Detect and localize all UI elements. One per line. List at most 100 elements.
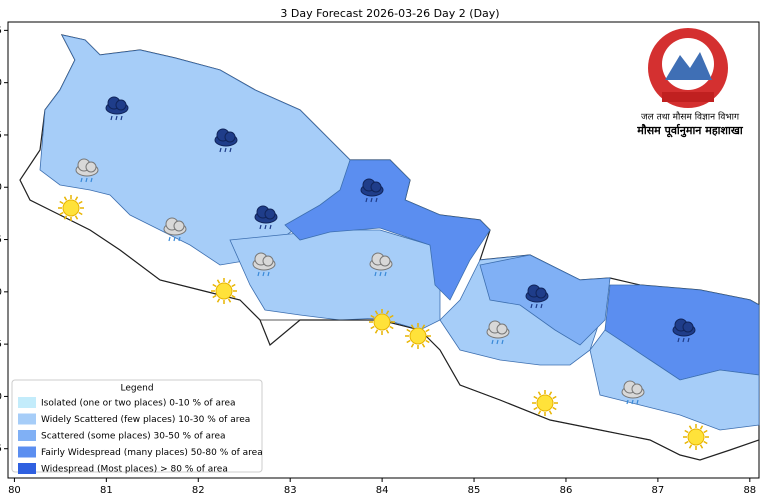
x-tick-label: 84 (376, 485, 389, 496)
x-tick-label: 83 (284, 485, 297, 496)
sun-ray (684, 429, 689, 434)
x-tick-label: 80 (8, 485, 21, 496)
cloud (682, 321, 694, 333)
legend-label: Widespread (Most places) > 80 % of area (41, 465, 228, 475)
y-tick-label: 26.5 (0, 444, 2, 455)
cloud (224, 131, 236, 143)
legend-label: Fairly Widespread (many places) 50-80 % … (41, 448, 263, 458)
rain (110, 115, 113, 121)
rain (90, 177, 93, 183)
sun-ray (227, 298, 232, 303)
sun-ray (552, 395, 557, 400)
sun-ray (63, 215, 68, 220)
legend-label: Widely Scattered (few places) 10-30 % of… (41, 415, 250, 425)
sun-ray (370, 314, 375, 319)
cloud (370, 181, 382, 193)
sun-ray (59, 211, 64, 216)
y-tick-label: 30.0 (0, 78, 2, 89)
legend: Legend Isolated (one or two places) 0-10… (11, 379, 263, 475)
y-tick-label: 27.5 (0, 339, 2, 350)
sun-ray (63, 196, 68, 201)
sun-ray (370, 325, 375, 330)
logo-line: मौसम पूर्वानुमान महाशाखा (636, 123, 744, 138)
district-borders (59, 214, 681, 456)
rain (491, 339, 494, 345)
sun-ray (389, 314, 394, 319)
y-tick-label: 29.0 (0, 182, 2, 193)
cloud (115, 99, 127, 111)
rain (80, 177, 83, 183)
rain (682, 337, 685, 343)
sun-ray (548, 410, 553, 415)
logo-mountain (665, 52, 712, 80)
sun-ray (385, 329, 390, 334)
x-tick-label: 86 (560, 485, 573, 496)
sun-ray (703, 440, 708, 445)
sun-ray (684, 440, 689, 445)
sun (62, 199, 80, 217)
x-tick-label: 87 (652, 485, 665, 496)
sun-ray (699, 425, 704, 430)
sun-ray (406, 328, 411, 333)
sun (687, 428, 705, 446)
rain (262, 271, 265, 277)
rain (540, 303, 543, 309)
rain (224, 147, 227, 153)
sun-ray (231, 294, 236, 299)
sun-ray (385, 310, 390, 315)
sun-ray (699, 444, 704, 449)
rain (229, 147, 232, 153)
sun-ray (74, 196, 79, 201)
sun-ray (688, 444, 693, 449)
rain (375, 197, 378, 203)
sun-ray (548, 391, 553, 396)
sun-ray (537, 410, 542, 415)
rain (496, 339, 499, 345)
rain (631, 399, 634, 405)
rain (85, 177, 88, 183)
cloud (535, 287, 547, 299)
legend-title: Legend (120, 384, 153, 394)
legend-swatch (18, 413, 36, 425)
sun-ray (421, 343, 426, 348)
rain (168, 236, 171, 242)
rain (626, 399, 629, 405)
logo: जल तथा मौसम विज्ञान विभाग मौसम पूर्वानुम… (636, 28, 744, 138)
logo-line: जल तथा मौसम विज्ञान विभाग (641, 111, 740, 123)
y-tick-label: 28.0 (0, 287, 2, 298)
legend-swatch (18, 463, 36, 474)
rain (173, 236, 176, 242)
sun-ray (410, 324, 415, 329)
rain (677, 337, 680, 343)
rain (259, 224, 262, 230)
sun-ray (227, 279, 232, 284)
rain (374, 271, 377, 277)
x-tick-label: 85 (468, 485, 481, 496)
x-tick-label: 81 (100, 485, 113, 496)
sun-ray (421, 324, 426, 329)
title: 3 Day Forecast 2026-03-26 Day 2 (Day) (280, 7, 499, 20)
sun-ray (59, 200, 64, 205)
rain (267, 271, 270, 277)
legend-label: Isolated (one or two places) 0-10 % of a… (41, 399, 236, 409)
region-fairly-widespread (284, 159, 491, 301)
cloud (264, 208, 276, 220)
y-tick-label: 27.0 (0, 391, 2, 402)
rain (501, 339, 504, 345)
sun-ray (410, 343, 415, 348)
sun-ray (231, 283, 236, 288)
sun (215, 282, 233, 300)
rain (264, 224, 267, 230)
sun-ray (74, 215, 79, 220)
legend-box (11, 379, 263, 473)
sun-ray (703, 429, 708, 434)
rain (365, 197, 368, 203)
y-tick-label: 30.5 (0, 25, 2, 36)
rain (257, 271, 260, 277)
rain (535, 303, 538, 309)
sun-ray (688, 425, 693, 430)
sun-ray (537, 391, 542, 396)
sun-ray (374, 310, 379, 315)
rain (178, 236, 181, 242)
